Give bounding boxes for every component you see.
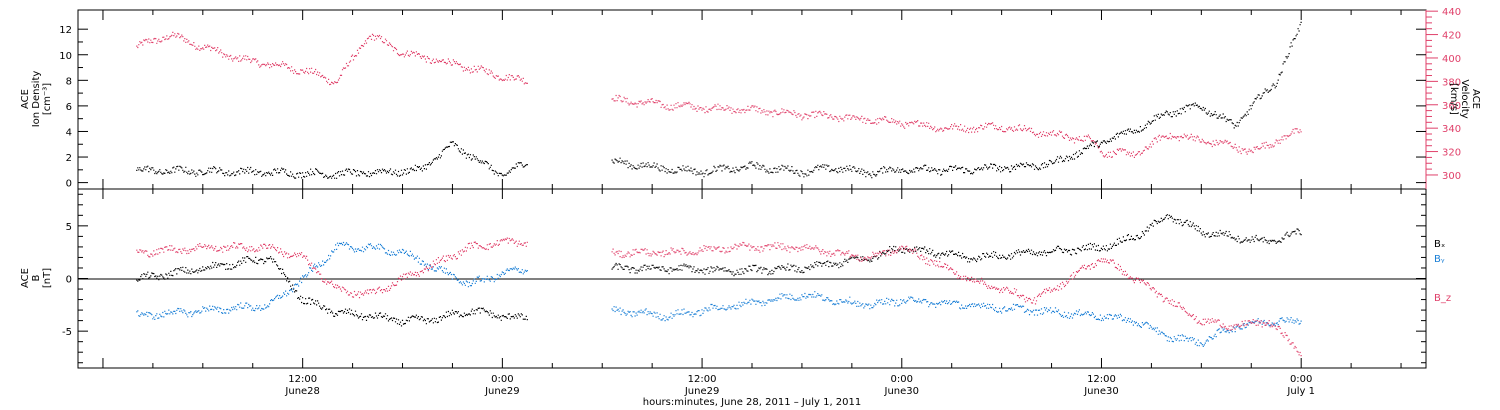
- x-tick-time-label: 12:00: [1087, 374, 1116, 385]
- top-velocity-series-0-points: [136, 31, 1302, 158]
- top-right-ylabel-line2: Velocity: [1459, 79, 1470, 118]
- bottom-b-series-2-points: [136, 237, 1302, 357]
- top-left-tick-label: 10: [59, 51, 72, 62]
- x-tick-date-label: June30: [1083, 386, 1119, 397]
- top-right-ylabel: ACE Velocity [km/s]: [1448, 79, 1481, 118]
- top-right-tick-label: 440: [1442, 7, 1461, 18]
- axis-ticks: [78, 10, 1438, 368]
- legend-by: Bᵧ: [1434, 254, 1445, 265]
- top-right-tick-label: 420: [1442, 31, 1461, 42]
- bottom-tick-label: 5: [66, 222, 72, 233]
- tick-labels: 0 2 4 6 8 10 12 300 320 340 360 380 400 420 440 -5 0 5 12:…: [59, 7, 1461, 397]
- top-right-tick-label: 400: [1442, 54, 1461, 65]
- top-left-ylabel-line3: [cm⁻³]: [42, 83, 53, 115]
- legend-bx: Bₓ: [1434, 239, 1445, 250]
- bottom-tick-label: 0: [66, 275, 72, 286]
- top-left-tick-label: 12: [59, 25, 72, 36]
- top-left-tick-label: 2: [66, 153, 72, 164]
- x-tick-time-label: 0:00: [891, 374, 913, 385]
- x-tick-time-label: 12:00: [288, 374, 317, 385]
- x-tick-date-label: June29: [684, 386, 720, 397]
- top-panel-series: [136, 21, 1302, 179]
- x-tick-date-label: June30: [884, 386, 920, 397]
- bottom-left-ylabel-line3: [nT]: [42, 268, 53, 288]
- x-tick-date-label: June29: [484, 386, 520, 397]
- top-left-ylabel-line2: Ion Density: [31, 71, 42, 128]
- bottom-panel-series: [136, 214, 1302, 357]
- x-axis-label: hours:minutes, June 28, 2011 – July 1, 2…: [643, 397, 862, 408]
- top-left-tick-label: 0: [66, 179, 72, 190]
- x-tick-time-label: 0:00: [1290, 374, 1312, 385]
- bottom-b-series-0-points: [136, 214, 1302, 327]
- x-tick-date-label: July 1: [1286, 386, 1315, 397]
- top-left-tick-label: 6: [66, 102, 72, 113]
- top-left-tick-label: 8: [66, 76, 72, 87]
- top-right-tick-label: 340: [1442, 124, 1461, 135]
- bottom-b-series-1-points: [136, 241, 1302, 347]
- x-tick-time-label: 0:00: [491, 374, 513, 385]
- top-left-ylabel: ACE Ion Density [cm⁻³]: [20, 71, 53, 128]
- bottom-left-ylabel: ACE B [nT]: [20, 268, 53, 288]
- top-right-tick-label: 360: [1442, 101, 1461, 112]
- top-left-tick-label: 4: [66, 127, 72, 138]
- x-tick-date-label: June28: [284, 386, 320, 397]
- bottom-left-ylabel-line2: B: [31, 274, 42, 281]
- top-right-tick-label: 320: [1442, 148, 1461, 159]
- top-right-tick-label: 300: [1442, 171, 1461, 182]
- top-left-ylabel-line1: ACE: [20, 89, 31, 109]
- top-right-tick-label: 380: [1442, 77, 1461, 88]
- top-density-series-0-points: [136, 21, 1302, 179]
- bottom-tick-label: -5: [62, 327, 72, 338]
- top-right-ylabel-line3: [km/s]: [1448, 83, 1459, 115]
- top-right-ylabel-line1: ACE: [1470, 89, 1481, 109]
- bottom-left-ylabel-line1: ACE: [20, 268, 31, 288]
- x-tick-time-label: 12:00: [688, 374, 717, 385]
- legend-bz: B_z: [1434, 293, 1451, 304]
